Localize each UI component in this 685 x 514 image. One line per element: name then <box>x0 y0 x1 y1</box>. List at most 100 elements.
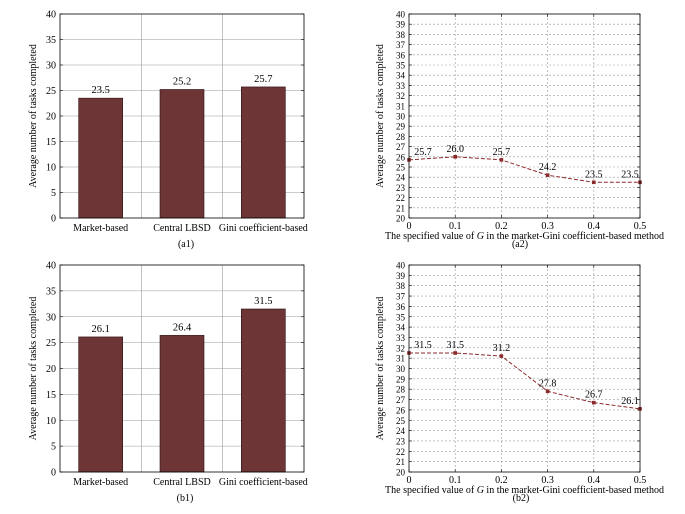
chart-b2: 2021222324252627282930313233343536373839… <box>375 261 664 505</box>
ytick-label-b1: 30 <box>46 312 56 323</box>
ytick-label-b2: 25 <box>396 416 406 426</box>
data-point-a2-1 <box>453 155 457 159</box>
bar-b1-1 <box>159 335 205 473</box>
xlabel-variable: G <box>477 485 484 496</box>
category-label-a1: Central LBSD <box>153 223 211 234</box>
xlabel-part: in the market-Gini coefficient-based met… <box>484 231 664 242</box>
ylabel-b1: Average number of tasks completed <box>28 297 39 441</box>
xlabel-a2: The specified value of G in the market-G… <box>385 231 664 242</box>
xtick-label-b2: 0.2 <box>495 475 508 486</box>
ytick-label-a2: 34 <box>396 71 406 81</box>
xlabel-part: in the market-Gini coefficient-based met… <box>484 485 664 496</box>
series-line-a2 <box>408 156 640 183</box>
ytick-label-b1: 20 <box>46 364 56 375</box>
ytick-label-b2: 28 <box>396 385 406 395</box>
chart-a1: 0 5 10 15 20 25 30 35 40 Average number of tasks … <box>28 10 308 251</box>
ytick-label-a2: 35 <box>396 61 406 71</box>
ytick-label-b1: 15 <box>46 390 56 401</box>
ytick-label-a2: 29 <box>396 122 406 132</box>
xtick-label-a2: 0 <box>407 221 412 232</box>
plot-frame-a1 <box>59 13 305 219</box>
ytick-label-a2: 22 <box>396 193 405 203</box>
xtick-label-b2: 0.5 <box>634 475 647 486</box>
category-label-a1: Market-based <box>73 223 128 234</box>
ytick-label-a1: 5 <box>51 188 56 199</box>
category-label-a1: Gini coefficient-based <box>219 223 308 234</box>
data-label-b2: 31.2 <box>493 343 511 354</box>
ytick-label-a1: 20 <box>46 112 56 123</box>
ylabel-a1: Average number of tasks completed <box>28 44 39 188</box>
xtick-label-a2: 0.1 <box>449 221 462 232</box>
ytick-label-b1: 25 <box>46 338 56 349</box>
data-label-b2: 26.7 <box>585 390 603 401</box>
ytick-label-a2: 33 <box>396 81 406 91</box>
bar-b1-0 <box>78 336 123 473</box>
bar-b1-2 <box>241 308 286 473</box>
data-label-b2: 31.5 <box>414 340 432 351</box>
ytick-label-a2: 39 <box>396 20 406 30</box>
ylabel-b2: Average number of tasks completed <box>375 297 386 441</box>
data-label-b1: 26.1 <box>91 324 109 335</box>
ytick-label-b2: 24 <box>396 426 406 436</box>
ytick-label-a2: 26 <box>396 152 406 162</box>
data-label-b1: 31.5 <box>254 296 272 307</box>
ytick-label-a2: 24 <box>396 173 406 183</box>
data-label-b2: 31.5 <box>446 340 464 351</box>
ytick-label-b1: 5 <box>51 442 56 453</box>
chart-b1: 0 5 10 15 20 25 30 35 40 Average number of tasks … <box>28 261 308 505</box>
ytick-label-a1: 0 <box>51 214 56 225</box>
ytick-label-a2: 21 <box>396 203 405 213</box>
chart-a2: 2021222324252627282930313233343536373839… <box>375 10 664 251</box>
ytick-label-a2: 28 <box>396 132 406 142</box>
data-label-a2: 25.7 <box>414 147 432 158</box>
ytick-label-a1: 35 <box>46 35 56 46</box>
ytick-label-b1: 0 <box>51 468 56 479</box>
data-point-b2-3 <box>545 389 550 394</box>
data-label-a2: 25.7 <box>493 147 511 158</box>
data-label-a1: 23.5 <box>91 85 109 96</box>
data-label-a2: 26.0 <box>446 144 464 155</box>
bar-a1-2 <box>241 86 286 219</box>
ytick-label-b1: 40 <box>46 261 56 272</box>
data-point-a2-2 <box>499 158 504 162</box>
plot-frame-b1 <box>59 264 305 473</box>
category-label-b1: Gini coefficient-based <box>219 477 308 488</box>
xtick-label-a2: 0.5 <box>634 221 647 232</box>
xtick-label-a2: 0.2 <box>495 221 508 232</box>
data-label-a1: 25.7 <box>254 74 272 85</box>
ytick-label-b2: 21 <box>396 457 405 467</box>
plot-frame-a2 <box>408 13 641 219</box>
ytick-label-b2: 38 <box>396 281 406 291</box>
ytick-label-a2: 23 <box>396 183 406 193</box>
ytick-label-b2: 31 <box>396 354 405 364</box>
ytick-label-b1: 35 <box>46 286 56 297</box>
ytick-label-a2: 32 <box>396 91 405 101</box>
ytick-label-a1: 30 <box>46 61 56 72</box>
ytick-label-b2: 35 <box>396 312 406 322</box>
data-point-a2-4 <box>592 180 596 185</box>
ylabel-a2: Average number of tasks completed <box>375 44 386 188</box>
data-point-b2-4 <box>592 400 596 405</box>
caption-b1: (b1) <box>177 493 194 504</box>
data-label-a1: 25.2 <box>173 76 191 87</box>
xtick-label-b2: 0.4 <box>588 475 601 486</box>
ytick-label-b2: 27 <box>396 395 406 405</box>
data-point-a2-3 <box>545 173 550 177</box>
ytick-label-b2: 36 <box>396 302 406 312</box>
ytick-label-b2: 29 <box>396 374 406 384</box>
xlabel-b2: The specified value of G in the market-G… <box>385 485 664 496</box>
caption-a2: (a2) <box>512 239 528 250</box>
xlabel-variable: G <box>477 231 484 242</box>
bar-a1-0 <box>78 97 123 219</box>
ytick-label-a1: 10 <box>46 163 56 174</box>
data-label-b1: 26.4 <box>173 322 192 333</box>
xlabel-part: The specified value of <box>385 485 477 496</box>
ytick-label-b2: 40 <box>396 261 406 271</box>
ytick-label-b2: 33 <box>396 333 406 343</box>
category-label-b1: Central LBSD <box>153 477 211 488</box>
ytick-label-a2: 38 <box>396 30 406 40</box>
ytick-label-a2: 20 <box>396 214 406 224</box>
ytick-label-a2: 40 <box>396 10 406 20</box>
ytick-label-a1: 15 <box>46 137 56 148</box>
